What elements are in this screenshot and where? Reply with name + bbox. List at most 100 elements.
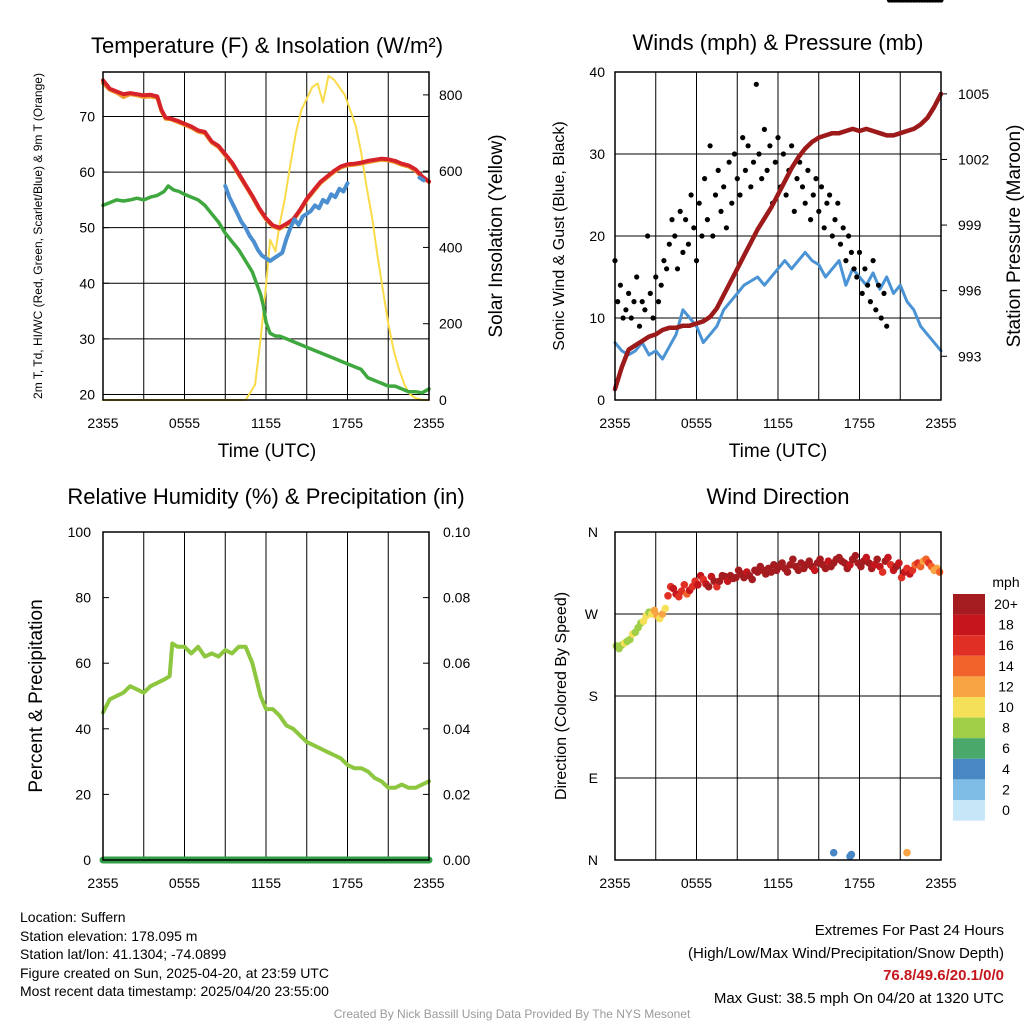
y2-tick-label: 1005	[958, 86, 989, 102]
gust-point	[734, 176, 740, 182]
gust-point	[843, 258, 849, 264]
gust-point	[881, 290, 887, 296]
gust-point	[818, 184, 825, 190]
x-axis-label: Time (UTC)	[729, 441, 828, 462]
station-location: Location: Suffern	[20, 909, 126, 925]
gust-point	[634, 274, 640, 280]
temperature-panel: 2355 0555 1155 1755 2355 20 30 40 50 60 70 0 200 400 6…	[31, 33, 507, 462]
legend-swatch	[953, 614, 985, 636]
gust-point	[775, 135, 781, 141]
gust-point	[715, 167, 721, 173]
gust-point	[846, 233, 852, 239]
gust-point	[813, 176, 819, 182]
y-tick-label: 20	[589, 228, 605, 244]
gust-point	[710, 233, 716, 239]
gust-point	[791, 208, 797, 214]
gust-point	[745, 143, 751, 149]
gust-point	[680, 249, 686, 255]
direction-point	[873, 555, 881, 564]
direction-point	[732, 573, 740, 582]
y-tick-label: 40	[589, 64, 605, 80]
gust-point	[938, 0, 944, 3]
y2-tick-label: 1002	[958, 151, 989, 167]
gust-point	[729, 200, 735, 206]
gust-point	[696, 200, 702, 206]
y2-tick-label: 0.00	[443, 852, 470, 868]
y2-tick-label: 0.02	[443, 786, 470, 802]
x-tick-label: 1155	[251, 415, 281, 431]
gust-point	[821, 225, 827, 231]
x-tick-label: 2355	[599, 415, 630, 431]
chart-title: Temperature (F) & Insolation (W/m²)	[91, 33, 443, 58]
x-tick-label: 2355	[925, 415, 956, 431]
y-tick-label: W	[585, 606, 599, 622]
y2-tick-label: 996	[958, 283, 982, 299]
legend-label: 0	[1002, 802, 1010, 818]
gust-point	[631, 299, 637, 305]
legend-label: 10	[998, 699, 1014, 715]
y-tick-label: 0	[597, 392, 605, 408]
x-tick-label: 1755	[332, 415, 363, 431]
legend-label: 18	[998, 617, 1014, 633]
gust-point	[742, 167, 749, 173]
credit-line: Created By Nick Bassill Using Data Provi…	[333, 1007, 691, 1021]
gust-point	[835, 200, 841, 206]
gust-point	[848, 249, 855, 255]
gust-point	[837, 241, 844, 247]
gust-point	[854, 274, 860, 280]
gust-point	[750, 159, 757, 165]
gust-point	[655, 299, 662, 305]
gust-point	[677, 208, 683, 214]
gust-point	[721, 184, 727, 190]
y-axis-label: Sonic Wind & Gust (Blue, Black)	[551, 121, 568, 350]
y2-tick-label: 200	[439, 316, 463, 332]
series-wind-speed	[613, 250, 943, 361]
legend-label: 4	[1002, 761, 1010, 777]
gust-point	[653, 274, 659, 280]
gust-point	[647, 290, 653, 296]
station-elevation: Station elevation: 178.095 m	[20, 927, 198, 944]
chart-title: Relative Humidity (%) & Precipitation (i…	[67, 484, 464, 509]
gust-point	[702, 176, 708, 182]
direction-point	[895, 559, 903, 567]
extremes-subtitle: (High/Low/Max Wind/Precipitation/Snow De…	[688, 944, 1004, 962]
gust-point	[691, 225, 697, 231]
x-tick-label: 2355	[599, 875, 630, 891]
gust-point	[712, 192, 719, 198]
y-tick-label: 20	[75, 786, 91, 802]
y2-tick-label: 993	[958, 348, 982, 364]
gust-point	[636, 323, 643, 329]
x-axis-label: Time (UTC)	[218, 441, 317, 462]
gust-point	[799, 184, 806, 190]
series-solar	[102, 74, 430, 401]
x-tick-label: 0555	[681, 875, 712, 891]
extremes-values: 76.8/49.6/20.1/0/0	[883, 967, 1004, 984]
gust-point	[870, 258, 876, 264]
legend-swatch	[953, 635, 985, 656]
gust-point	[666, 241, 672, 247]
direction-point	[680, 581, 689, 589]
gust-point	[824, 200, 830, 206]
y-axis-label: Direction (Colored By Speed)	[553, 592, 570, 800]
legend-swatch	[953, 676, 985, 697]
gust-point	[693, 258, 700, 264]
gust-point	[737, 192, 743, 198]
gust-point	[829, 233, 835, 239]
gust-point	[731, 151, 738, 157]
x-tick-label: 2355	[413, 875, 444, 891]
plot-frame	[102, 531, 430, 861]
y-tick-label: 80	[75, 590, 91, 606]
gust-point	[740, 135, 746, 141]
direction-point	[704, 582, 713, 591]
gust-point	[810, 192, 816, 198]
gust-point	[780, 151, 787, 157]
gust-point	[645, 233, 651, 239]
legend-label: 16	[998, 637, 1014, 653]
gust-point	[764, 167, 770, 173]
gust-point	[759, 176, 765, 182]
x-tick-label: 0555	[169, 415, 200, 431]
gust-point	[685, 241, 692, 247]
gust-point	[723, 225, 730, 231]
direction-point	[884, 553, 892, 562]
